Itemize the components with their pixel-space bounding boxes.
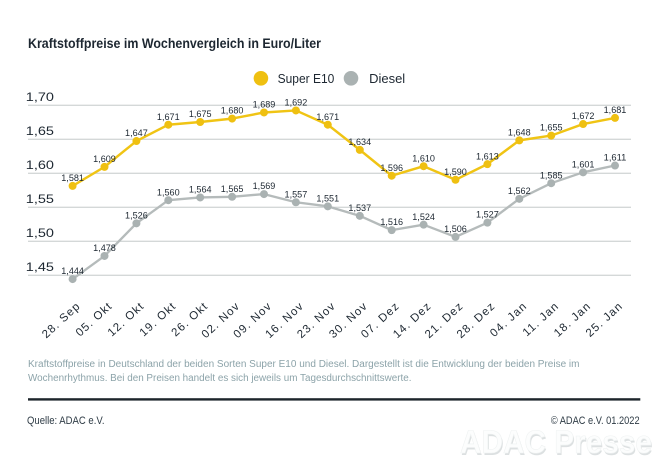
svg-text:1,601: 1,601 (572, 159, 595, 169)
svg-text:1,585: 1,585 (540, 170, 563, 180)
svg-text:Kraftstoffpreise in Deutschlan: Kraftstoffpreise in Deutschland der beid… (28, 359, 580, 370)
svg-text:1,613: 1,613 (476, 151, 499, 161)
svg-text:1,692: 1,692 (285, 98, 308, 108)
svg-text:1,516: 1,516 (380, 217, 403, 227)
svg-text:1,581: 1,581 (61, 173, 84, 183)
svg-text:1,647: 1,647 (125, 128, 148, 138)
svg-text:1,560: 1,560 (157, 187, 180, 197)
svg-text:Wochenrhythmus. Bei den Preise: Wochenrhythmus. Bei den Preisen handelt … (28, 373, 412, 384)
svg-text:1,551: 1,551 (316, 193, 339, 203)
svg-text:1,648: 1,648 (508, 127, 531, 137)
svg-text:1,671: 1,671 (316, 112, 339, 122)
svg-text:1,611: 1,611 (604, 153, 627, 163)
svg-text:Kraftstoffpreise im Wochenverg: Kraftstoffpreise im Wochenvergleich in E… (28, 36, 322, 51)
svg-text:1,506: 1,506 (444, 224, 467, 234)
svg-text:1,526: 1,526 (125, 210, 148, 220)
svg-text:1,634: 1,634 (348, 137, 371, 147)
svg-text:1,610: 1,610 (412, 153, 435, 163)
svg-text:1,524: 1,524 (412, 212, 435, 222)
svg-text:Quelle: ADAC e.V.: Quelle: ADAC e.V. (27, 415, 105, 427)
svg-text:1,655: 1,655 (540, 123, 563, 133)
svg-text:Diesel: Diesel (369, 72, 405, 86)
svg-text:1,609: 1,609 (93, 154, 116, 164)
svg-text:1,557: 1,557 (285, 189, 308, 199)
svg-text:1,45: 1,45 (26, 260, 55, 274)
svg-text:1,564: 1,564 (189, 185, 212, 195)
svg-text:1,681: 1,681 (604, 105, 627, 115)
svg-text:1,527: 1,527 (476, 210, 499, 220)
svg-text:1,569: 1,569 (253, 181, 276, 191)
svg-text:1,672: 1,672 (572, 111, 595, 121)
svg-text:1,680: 1,680 (221, 106, 244, 116)
svg-text:1,537: 1,537 (348, 203, 371, 213)
svg-text:Super E10: Super E10 (278, 72, 335, 86)
svg-text:ADAC Presse: ADAC Presse (461, 426, 653, 462)
svg-text:1,596: 1,596 (380, 163, 403, 173)
svg-text:1,675: 1,675 (189, 109, 212, 119)
svg-text:1,590: 1,590 (444, 167, 467, 177)
svg-text:ADAC Presse: ADAC Presse (460, 424, 652, 460)
svg-text:1,562: 1,562 (508, 186, 531, 196)
svg-text:© ADAC e.V. 01.2022: © ADAC e.V. 01.2022 (551, 415, 640, 427)
svg-text:1,70: 1,70 (26, 90, 55, 104)
svg-text:1,565: 1,565 (221, 184, 244, 194)
svg-text:1,65: 1,65 (26, 124, 55, 138)
svg-text:1,60: 1,60 (26, 158, 55, 172)
svg-text:1,55: 1,55 (26, 192, 55, 206)
svg-text:1,671: 1,671 (157, 112, 180, 122)
svg-text:1,50: 1,50 (26, 226, 55, 240)
svg-text:1,689: 1,689 (253, 100, 276, 110)
svg-text:1,444: 1,444 (61, 266, 84, 276)
svg-text:1,478: 1,478 (93, 243, 116, 253)
